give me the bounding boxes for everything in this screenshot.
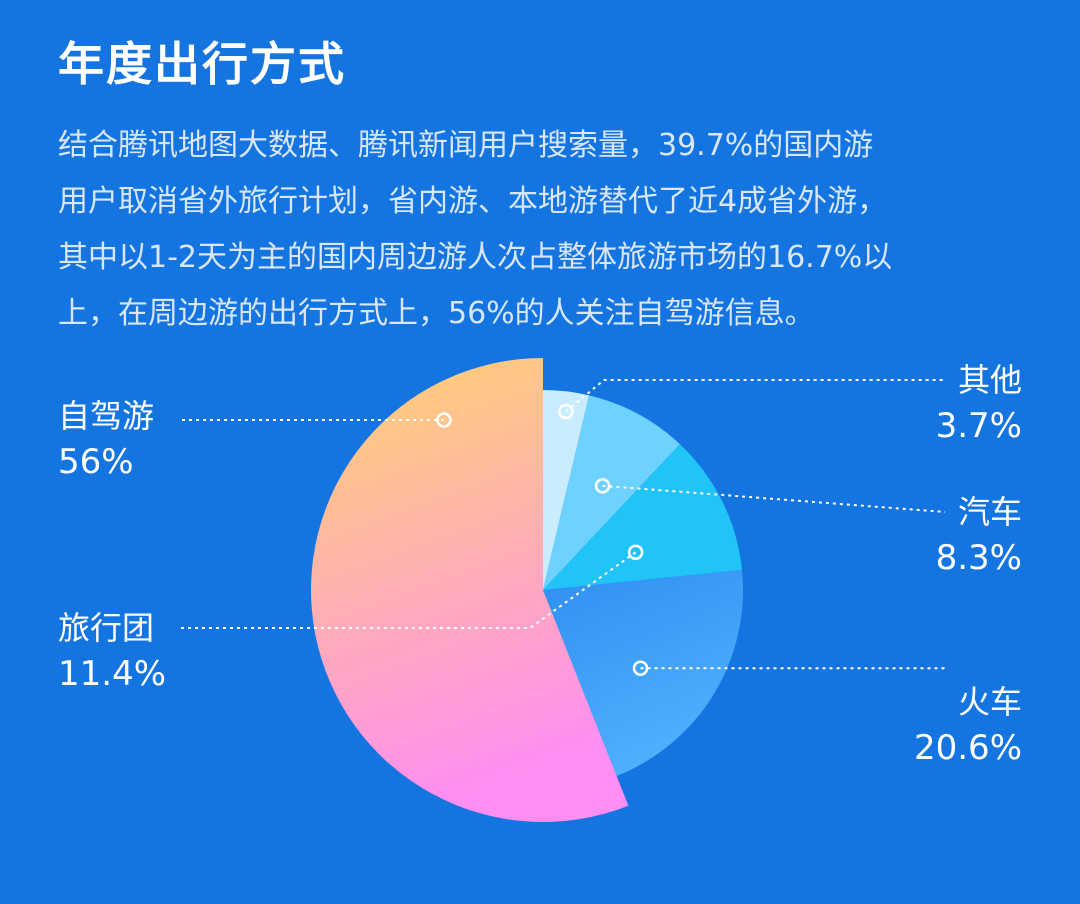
label-train-name: 火车	[957, 683, 1022, 721]
label-other-value: 3.7%	[935, 406, 1022, 446]
label-train: 火车 20.6%	[914, 682, 1022, 768]
description-line: 其中以1-2天为主的国内周边游人次占整体旅游市场的16.7%以	[58, 240, 893, 275]
pie-slice	[543, 395, 680, 590]
slice-marker	[594, 478, 611, 494]
label-drive-name: 自驾游	[58, 397, 155, 435]
page-title: 年度出行方式	[58, 37, 346, 91]
description-line: 用户取消省外旅行计划，省内游、本地游替代了近4成省外游，	[58, 184, 888, 219]
slice-marker	[627, 544, 644, 561]
description: 结合腾讯地图大数据、腾讯新闻用户搜索量，39.7%的国内游 用户取消省外旅行计划…	[58, 118, 1038, 342]
label-tour-group-name: 旅行团	[58, 609, 155, 647]
label-tour-group-value: 11.4%	[58, 654, 167, 694]
label-drive: 自驾游 56%	[58, 396, 154, 482]
description-line: 上，在周边游的出行方式上，56%的人关注自驾游信息。	[58, 296, 815, 331]
label-other: 其他 3.7%	[936, 360, 1022, 446]
label-other-name: 其他	[957, 361, 1022, 399]
slice-marker	[558, 403, 574, 420]
label-train-value: 20.6%	[913, 728, 1022, 768]
label-tour-group: 旅行团 11.4%	[58, 608, 166, 694]
label-bus-value: 8.3%	[935, 538, 1022, 578]
leader-line	[178, 551, 637, 629]
leader-line	[602, 484, 946, 513]
slice-marker	[632, 660, 649, 676]
label-bus: 汽车 8.3%	[936, 492, 1022, 578]
description-line: 结合腾讯地图大数据、腾讯新闻用户搜索量，39.7%的国内游	[58, 128, 874, 163]
pie-slice	[310, 358, 629, 823]
pie-slice	[543, 444, 742, 590]
slice-marker	[436, 412, 452, 428]
label-drive-value: 56%	[58, 442, 134, 482]
label-bus-name: 汽车	[957, 493, 1022, 531]
leader-line	[565, 379, 945, 413]
pie-slice	[543, 390, 590, 590]
